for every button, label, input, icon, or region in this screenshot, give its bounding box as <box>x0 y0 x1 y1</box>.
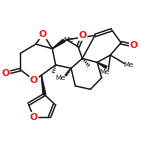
Text: O: O <box>39 30 47 39</box>
Text: O: O <box>79 31 87 40</box>
Polygon shape <box>97 62 107 68</box>
Text: Me: Me <box>99 69 110 75</box>
Polygon shape <box>52 39 65 49</box>
Text: Me: Me <box>63 37 73 43</box>
Text: Me: Me <box>123 62 133 68</box>
Text: O: O <box>2 69 10 78</box>
Text: O: O <box>30 112 38 122</box>
Text: O: O <box>30 76 38 85</box>
Text: O: O <box>130 41 138 50</box>
Text: Me: Me <box>56 75 66 81</box>
Polygon shape <box>41 75 46 95</box>
